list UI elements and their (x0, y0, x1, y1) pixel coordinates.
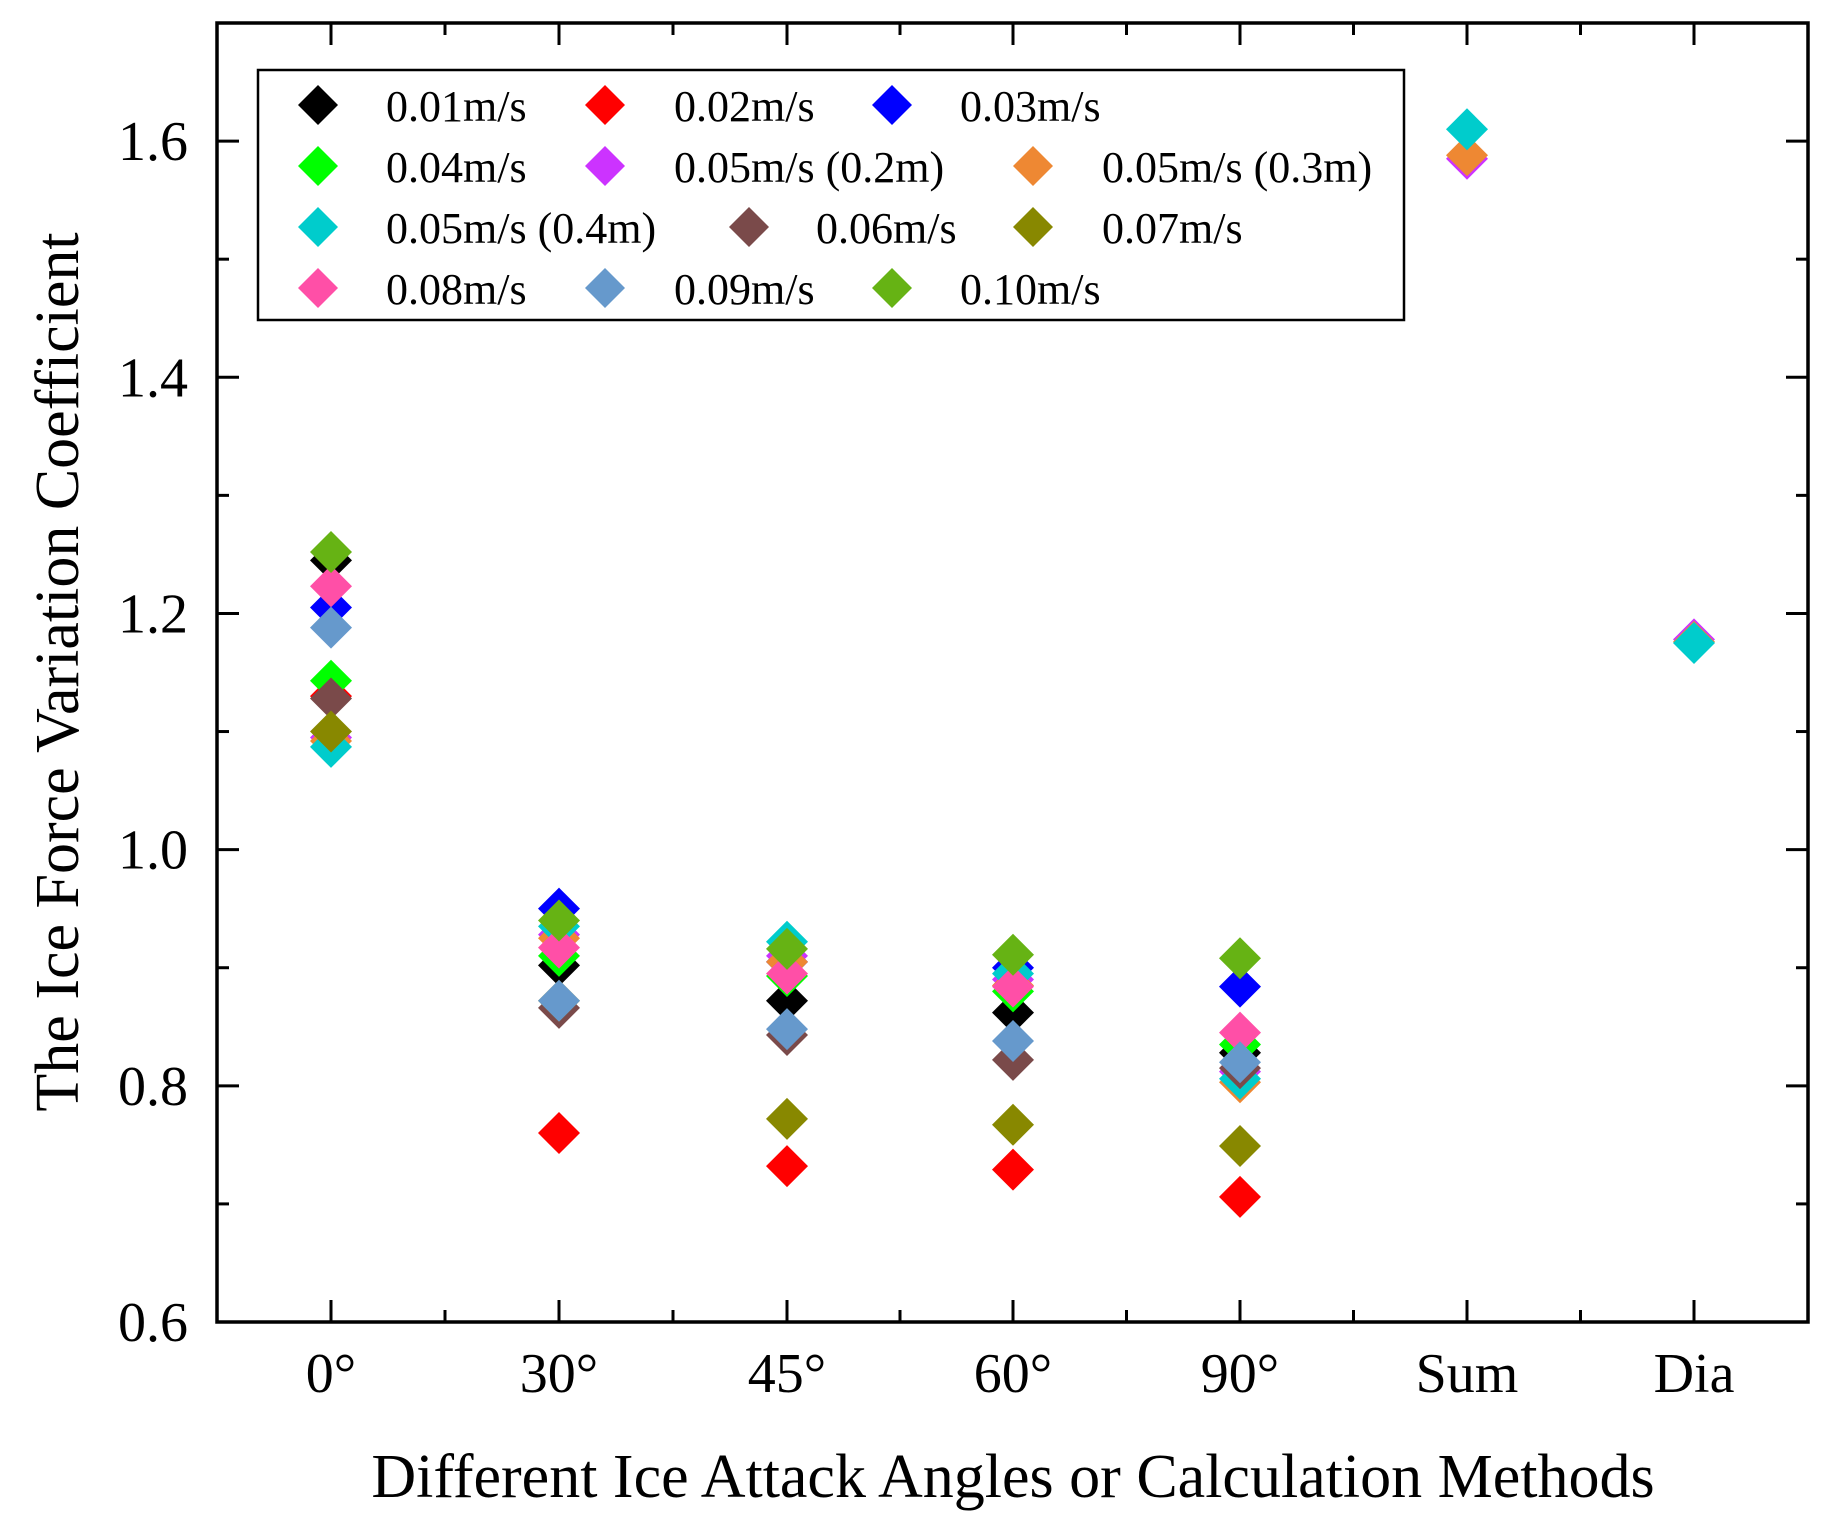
data-point (538, 979, 580, 1022)
legend-box (256, 68, 1406, 322)
y-tick-label: 1.0 (118, 820, 188, 882)
y-tick-label: 1.4 (118, 347, 188, 409)
legend-marker (729, 207, 769, 247)
legend-label: 0.05m/s (0.4m) (386, 204, 656, 253)
data-point (766, 927, 808, 970)
data-point (310, 606, 352, 649)
data-point (766, 952, 808, 995)
y-axis-title: The Ice Force Variation Coefficient (24, 232, 92, 1111)
legend-marker (872, 268, 912, 308)
data-point (766, 1097, 808, 1140)
data-point (1446, 108, 1488, 151)
data-point (538, 899, 580, 942)
legend-marker (298, 268, 338, 308)
legend-label: 0.05m/s (0.3m) (1102, 143, 1372, 192)
legend-marker (298, 85, 338, 125)
x-tick-label: 60° (974, 1343, 1052, 1405)
legend: 0.01m/s 0.02m/s 0.03m/s 0.04m/s 0.05m/s (0.2… (256, 68, 1406, 322)
legend-label: 0.04m/s (386, 143, 527, 192)
legend-label: 0.02m/s (674, 82, 815, 131)
legend-marker (298, 146, 338, 186)
data-point (766, 979, 808, 1022)
legend-marker (1013, 207, 1053, 247)
x-tick-label: Dia (1654, 1343, 1735, 1405)
x-tick-label: 0° (306, 1343, 356, 1405)
data-point (992, 1148, 1034, 1191)
data-point (992, 1019, 1034, 1062)
data-point (1219, 1011, 1261, 1054)
x-tick-label: 90° (1201, 1343, 1279, 1405)
legend-marker (1013, 146, 1053, 186)
data-point (538, 926, 580, 969)
data-point (310, 531, 352, 574)
data-point (310, 565, 352, 608)
legend-label: 0.08m/s (386, 265, 527, 314)
data-point (310, 677, 352, 720)
legend-label: 0.01m/s (386, 82, 527, 131)
data-point (538, 1112, 580, 1155)
y-tick-label: 1.6 (118, 111, 188, 173)
legend-label: 0.05m/s (0.2m) (674, 143, 944, 192)
data-point (1219, 1125, 1261, 1168)
data-point (1219, 1041, 1261, 1084)
legend-label: 0.10m/s (960, 265, 1101, 314)
legend-marker (872, 85, 912, 125)
axis-ticks (217, 21, 1808, 1324)
legend-marker (585, 146, 625, 186)
legend-label: 0.09m/s (674, 265, 815, 314)
data-point (766, 1008, 808, 1051)
data-point (1219, 965, 1261, 1008)
legend-marker (585, 85, 625, 125)
legend-label: 0.07m/s (1102, 204, 1243, 253)
x-tick-labels: 0° 30° 45° 60° 90° Sum Dia (306, 1343, 1735, 1405)
legend-marker (585, 268, 625, 308)
x-tick-label: Sum (1416, 1343, 1519, 1405)
data-point (992, 933, 1034, 976)
y-tick-labels: 0.6 0.8 1.0 1.2 1.4 1.6 (118, 111, 188, 1354)
data-point (1219, 1175, 1261, 1218)
data-point (1673, 621, 1715, 664)
data-points (310, 108, 1715, 1218)
data-point (1446, 134, 1488, 177)
data-point (992, 991, 1034, 1034)
data-point (992, 1103, 1034, 1146)
y-tick-label: 0.8 (118, 1056, 188, 1118)
x-tick-label: 45° (748, 1343, 826, 1405)
y-tick-label: 1.2 (118, 583, 188, 645)
y-tick-label: 0.6 (118, 1292, 188, 1354)
legend-label: 0.06m/s (816, 204, 957, 253)
data-point (766, 1145, 808, 1188)
x-axis-title: Different Ice Attack Angles or Calculati… (371, 1443, 1654, 1511)
plot-frame (215, 21, 1810, 1324)
data-point (1219, 937, 1261, 980)
x-tick-label: 30° (520, 1343, 598, 1405)
legend-marker (298, 207, 338, 247)
data-point (992, 965, 1034, 1008)
legend-label: 0.03m/s (960, 82, 1101, 131)
data-point (310, 710, 352, 753)
